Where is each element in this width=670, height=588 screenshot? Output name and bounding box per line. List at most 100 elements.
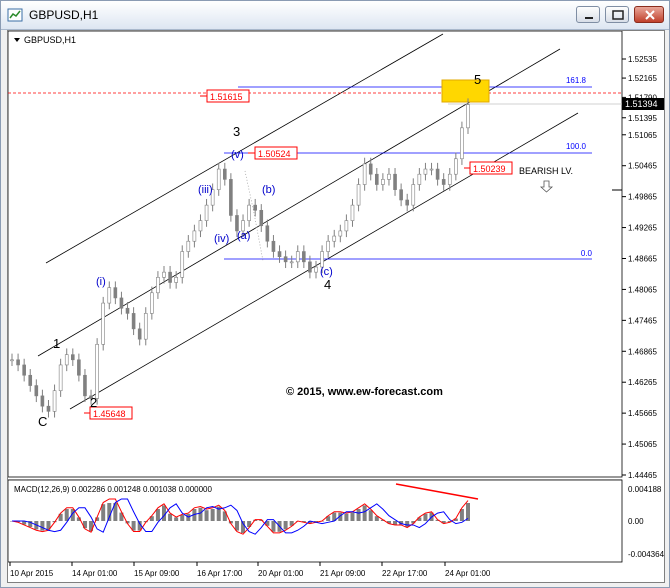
y-tick-label: 1.49865 [628, 193, 657, 202]
macd-bar [137, 521, 142, 531]
candle-body [265, 225, 270, 242]
y-tick-label: 1.51790 [628, 93, 657, 102]
macd-bar [192, 509, 197, 521]
chart-svg[interactable]: 161.8 100.0 0.0 1.51615 1.50524 [8, 31, 664, 582]
candle-body [435, 168, 440, 180]
candle-body [198, 220, 203, 232]
macd-bar [204, 510, 209, 521]
wave-label-c: (c) [320, 266, 333, 278]
candle-body [460, 127, 464, 160]
macd-bar [95, 517, 100, 521]
candle-body [441, 179, 446, 185]
candle-body [192, 230, 197, 242]
x-tick-label: 14 Apr 01:00 [72, 569, 118, 578]
candle-body [332, 235, 337, 242]
x-tick-label: 22 Apr 17:00 [382, 569, 428, 578]
macd-series [10, 498, 470, 535]
close-button[interactable] [634, 6, 664, 23]
candle-body [58, 364, 63, 392]
wave-label-b: (b) [262, 184, 275, 196]
candle-body [113, 287, 118, 299]
candle-body [125, 307, 130, 314]
candle-body [362, 163, 367, 185]
macd-tick-label: 0.00 [628, 517, 644, 526]
candle-body [186, 240, 191, 252]
y-tick-label: 1.45065 [628, 440, 657, 449]
minimize-button[interactable] [576, 6, 600, 23]
candle-body [168, 271, 172, 283]
level-label-wave3: 1.50524 [248, 146, 298, 160]
macd-bar [441, 521, 446, 524]
macd-tick-label: -0.004364 [628, 550, 664, 559]
candle-body [52, 390, 57, 412]
level-bearish-text: 1.50239 [473, 164, 506, 174]
copyright-text: © 2015, www.ew-forecast.com [286, 386, 443, 398]
candle-body [344, 220, 349, 232]
macd-bar [180, 515, 185, 521]
candle-body [271, 240, 276, 252]
y-tick-label: 1.50465 [628, 162, 657, 171]
y-tick-label: 1.45665 [628, 409, 657, 418]
candle-body [162, 271, 166, 278]
candle-body [34, 385, 39, 397]
candle-body [393, 173, 397, 190]
macd-bar [155, 509, 160, 521]
macd-bar [307, 521, 312, 524]
candle-body [295, 251, 300, 263]
wave-label-4: 4 [324, 277, 331, 292]
candle-body [156, 277, 160, 294]
x-tick-label: 21 Apr 09:00 [320, 569, 366, 578]
candle-body [314, 266, 318, 273]
candle-body [28, 374, 33, 386]
candle-body [64, 354, 69, 366]
macd-bar [174, 517, 179, 521]
macd-bar [447, 521, 452, 523]
candle-body [247, 204, 251, 221]
candle-body [40, 395, 45, 407]
y-tick-label: 1.52535 [628, 55, 657, 64]
restore-button[interactable] [605, 6, 629, 23]
macd-bar [301, 521, 306, 523]
wave-label-2: 2 [90, 395, 97, 410]
macd-bar [28, 521, 33, 527]
candle-body [143, 313, 148, 340]
candle-body [253, 204, 257, 211]
fib-161-label: 161.8 [566, 76, 587, 85]
wave-label-5: 5 [474, 72, 481, 87]
x-tick-label: 24 Apr 01:00 [445, 569, 491, 578]
y-tick-label: 1.47465 [628, 316, 657, 325]
current-price-text: 1.51394 [625, 99, 658, 109]
macd-bar [119, 512, 124, 521]
candle-body [405, 199, 410, 206]
macd-bar [405, 521, 410, 527]
macd-bar [453, 518, 458, 521]
macd-bar [40, 521, 45, 531]
macd-bar [289, 521, 294, 526]
candle-body [101, 302, 105, 345]
candle-body [223, 168, 227, 180]
wave-label-iii: (iii) [198, 184, 213, 196]
y-tick-label: 1.51065 [628, 131, 657, 140]
title-bar[interactable]: GBPUSD,H1 [1, 1, 669, 30]
price-pane [8, 31, 623, 478]
x-tick-label: 16 Apr 17:00 [197, 569, 243, 578]
candle-body [302, 251, 306, 263]
macd-bar [16, 521, 21, 523]
macd-bar [435, 519, 440, 521]
macd-label: MACD(12,26,9) 0.002286 0.001248 0.001038… [14, 485, 212, 494]
candle-body [350, 204, 355, 221]
macd-line [11, 498, 469, 535]
chart-area[interactable]: 161.8 100.0 0.0 1.51615 1.50524 [7, 30, 665, 583]
candle-body [229, 179, 233, 216]
macd-bar [222, 511, 227, 521]
restore-icon [612, 10, 624, 20]
macd-tick-label: 0.004188 [628, 485, 662, 494]
candle-body [466, 104, 470, 129]
window-title: GBPUSD,H1 [29, 8, 99, 22]
macd-bar [466, 503, 470, 521]
candle-body [89, 395, 93, 399]
macd-bar [107, 503, 112, 521]
candle-body [131, 313, 136, 330]
candle-body [368, 163, 373, 175]
